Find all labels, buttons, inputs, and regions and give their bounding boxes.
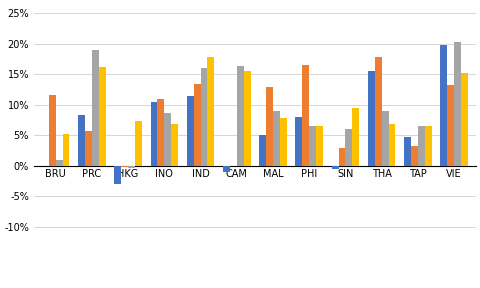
Bar	[85, 131, 92, 166]
Bar	[375, 57, 382, 166]
Bar	[295, 117, 302, 166]
Bar	[352, 108, 359, 166]
Bar	[62, 134, 70, 166]
Bar	[382, 111, 388, 166]
Bar	[461, 73, 468, 166]
Bar	[171, 124, 178, 166]
Bar	[332, 166, 338, 169]
Bar	[164, 113, 171, 166]
Bar	[187, 96, 193, 166]
Bar	[418, 126, 425, 166]
Bar	[440, 45, 447, 166]
Bar	[92, 50, 99, 166]
Bar	[404, 137, 411, 166]
Bar	[302, 65, 309, 166]
Bar	[78, 115, 85, 166]
Bar	[273, 111, 280, 166]
Bar	[157, 99, 164, 166]
Bar	[244, 71, 251, 166]
Bar	[316, 126, 323, 166]
Bar	[207, 57, 214, 166]
Bar	[280, 118, 287, 166]
Bar	[151, 102, 157, 166]
Bar	[223, 166, 230, 172]
Bar	[201, 68, 207, 166]
Bar	[425, 126, 432, 166]
Bar	[135, 121, 142, 166]
Bar	[114, 166, 121, 184]
Bar	[411, 146, 418, 166]
Bar	[99, 67, 106, 166]
Bar	[454, 42, 461, 166]
Bar	[388, 124, 396, 166]
Bar	[237, 67, 244, 166]
Bar	[447, 85, 454, 166]
Bar	[309, 126, 316, 166]
Bar	[49, 94, 56, 166]
Bar	[338, 148, 346, 166]
Bar	[121, 166, 128, 167]
Bar	[128, 166, 135, 168]
Bar	[346, 129, 352, 166]
Bar	[259, 135, 266, 166]
Bar	[368, 71, 375, 166]
Bar	[193, 84, 201, 166]
Bar	[56, 160, 62, 166]
Bar	[266, 87, 273, 166]
